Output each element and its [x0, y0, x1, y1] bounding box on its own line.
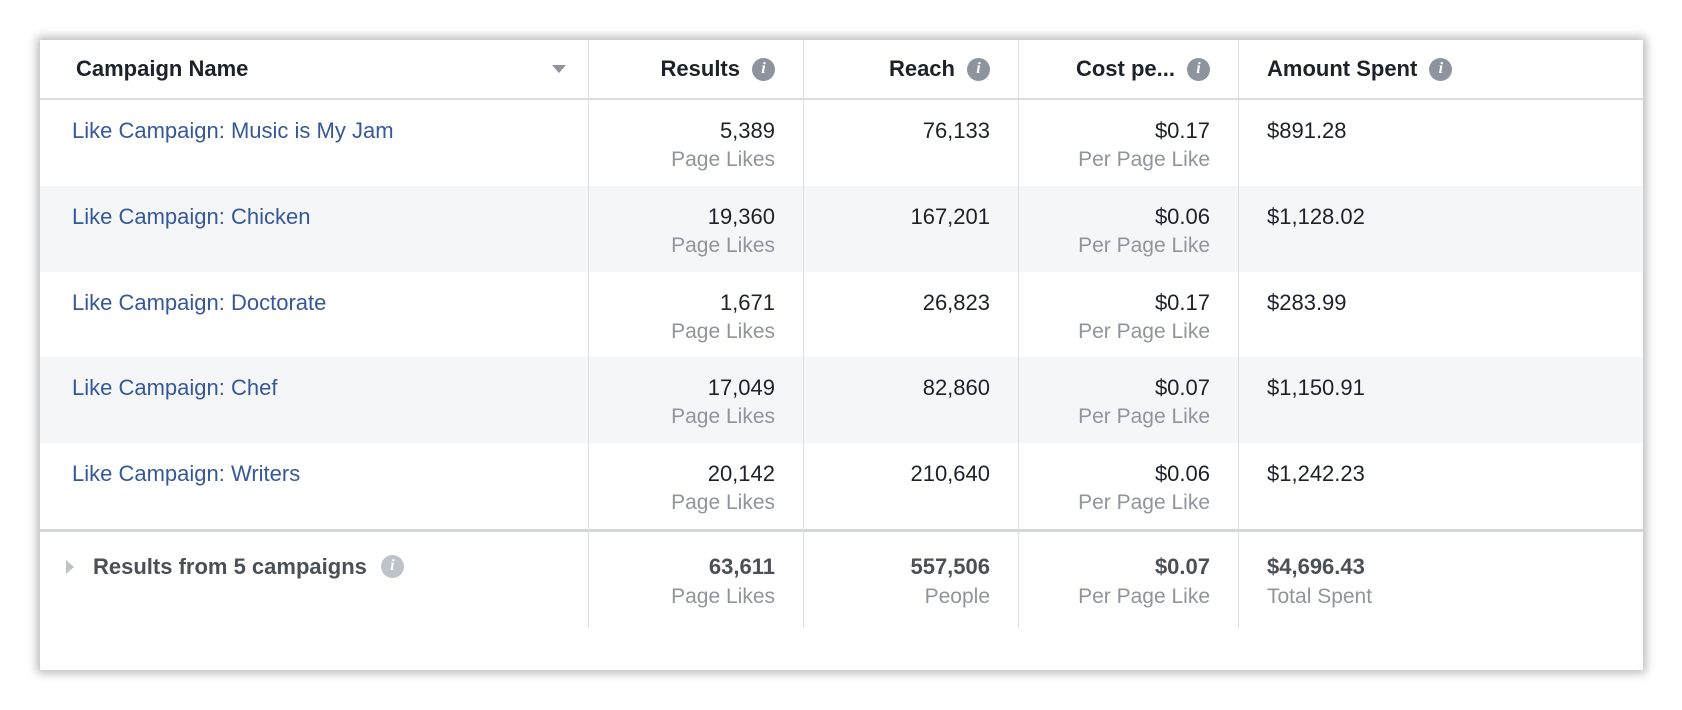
amount-spent-cell: $1,150.91	[1239, 357, 1643, 444]
reach-value: 210,640	[910, 461, 990, 487]
amount-spent-cell: $1,128.02	[1239, 185, 1643, 272]
column-header-reach[interactable]: Reach i	[804, 40, 1019, 100]
summary-cost-unit: Per Page Like	[1078, 584, 1210, 608]
column-header-label: Amount Spent	[1267, 56, 1418, 81]
results-unit: Page Likes	[671, 233, 775, 257]
column-header-results[interactable]: Results i	[589, 40, 804, 100]
amount-spent-value: $1,128.02	[1267, 203, 1365, 229]
reach-value: 76,133	[922, 118, 990, 143]
cost-value: $0.07	[1154, 375, 1210, 401]
results-cell: 19,360 Page Likes	[589, 185, 804, 272]
sort-caret-icon[interactable]	[552, 65, 566, 73]
summary-label: Results from 5 campaigns	[93, 553, 367, 579]
campaign-name-link[interactable]: Like Campaign: Writers	[40, 443, 589, 529]
cost-unit: Per Page Like	[1078, 148, 1210, 171]
column-header-amount-spent[interactable]: Amount Spent i	[1239, 40, 1643, 100]
campaign-name-link[interactable]: Like Campaign: Music is My Jam	[40, 100, 589, 186]
reach-cell: 167,201	[804, 185, 1019, 272]
summary-amount-spent-value: $4,696.43	[1267, 553, 1365, 579]
reach-cell: 210,640	[804, 443, 1019, 529]
column-header-label: Results	[660, 56, 740, 81]
reach-cell: 26,823	[804, 271, 1019, 358]
cost-cell: $0.06 Per Page Like	[1019, 185, 1239, 272]
cost-value: $0.06	[1154, 203, 1210, 229]
amount-spent-value: $891.28	[1267, 118, 1347, 143]
reach-value: 167,201	[910, 203, 990, 229]
summary-cost-cell: $0.07 Per Page Like	[1019, 528, 1239, 628]
amount-spent-value: $1,242.23	[1267, 461, 1365, 487]
info-icon[interactable]: i	[752, 57, 775, 81]
summary-amount-spent-unit: Total Spent	[1267, 584, 1373, 608]
summary-reach-unit: People	[924, 584, 990, 608]
column-header-campaign-name[interactable]: Campaign Name	[40, 40, 589, 100]
cost-cell: $0.17 Per Page Like	[1019, 271, 1239, 358]
cost-value: $0.06	[1154, 461, 1210, 487]
cost-value: $0.17	[1154, 118, 1210, 143]
results-value: 1,671	[719, 289, 775, 315]
info-icon[interactable]: i	[380, 554, 404, 578]
campaign-table: Campaign Name Results i Reach i Cost pe.…	[40, 40, 1643, 670]
summary-reach-value: 557,506	[910, 553, 990, 579]
info-icon[interactable]: i	[1187, 57, 1210, 81]
summary-row-toggle[interactable]: Results from 5 campaigns i	[40, 528, 589, 628]
cost-unit: Per Page Like	[1078, 491, 1210, 515]
cost-unit: Per Page Like	[1078, 233, 1210, 257]
amount-spent-value: $1,150.91	[1267, 375, 1365, 401]
column-header-label: Reach	[888, 56, 955, 81]
results-cell: 20,142 Page Likes	[589, 443, 804, 529]
amount-spent-cell: $1,242.23	[1239, 443, 1643, 529]
cost-cell: $0.07 Per Page Like	[1019, 357, 1239, 444]
cost-value: $0.17	[1154, 289, 1210, 315]
campaign-name-link[interactable]: Like Campaign: Chef	[40, 357, 589, 444]
results-unit: Page Likes	[671, 148, 775, 171]
campaign-name-link[interactable]: Like Campaign: Chicken	[40, 185, 589, 272]
campaign-name-link[interactable]: Like Campaign: Doctorate	[40, 271, 589, 358]
table-grid: Campaign Name Results i Reach i Cost pe.…	[40, 40, 1643, 628]
summary-cost-value: $0.07	[1154, 553, 1210, 579]
amount-spent-cell: $283.99	[1239, 272, 1643, 358]
column-header-label: Campaign Name	[76, 56, 249, 81]
column-header-cost[interactable]: Cost pe... i	[1019, 40, 1239, 100]
summary-results-unit: Page Likes	[671, 584, 775, 608]
cost-unit: Per Page Like	[1078, 319, 1210, 343]
cost-cell: $0.17 Per Page Like	[1019, 100, 1239, 186]
results-cell: 1,671 Page Likes	[589, 271, 804, 358]
amount-spent-value: $283.99	[1267, 289, 1347, 315]
summary-amount-spent-cell: $4,696.43 Total Spent	[1239, 528, 1643, 628]
results-value: 5,389	[719, 118, 775, 143]
results-cell: 5,389 Page Likes	[589, 100, 804, 186]
expand-triangle-icon[interactable]	[66, 559, 74, 574]
info-icon[interactable]: i	[1429, 57, 1453, 81]
reach-cell: 82,860	[804, 357, 1019, 444]
reach-cell: 76,133	[804, 100, 1019, 186]
results-value: 20,142	[707, 461, 775, 487]
summary-results-value: 63,611	[708, 553, 775, 579]
results-unit: Page Likes	[671, 319, 775, 343]
results-unit: Page Likes	[671, 405, 775, 429]
cost-unit: Per Page Like	[1078, 405, 1210, 429]
info-icon[interactable]: i	[967, 57, 990, 81]
results-value: 17,049	[707, 375, 775, 401]
reach-value: 82,860	[922, 375, 990, 401]
summary-reach-cell: 557,506 People	[804, 528, 1019, 628]
results-value: 19,360	[707, 203, 775, 229]
column-header-label: Cost pe...	[1075, 56, 1175, 81]
summary-results-cell: 63,611 Page Likes	[589, 528, 804, 628]
results-unit: Page Likes	[671, 491, 775, 515]
amount-spent-cell: $891.28	[1239, 100, 1643, 186]
reach-value: 26,823	[922, 289, 990, 315]
cost-cell: $0.06 Per Page Like	[1019, 443, 1239, 529]
results-cell: 17,049 Page Likes	[589, 357, 804, 444]
